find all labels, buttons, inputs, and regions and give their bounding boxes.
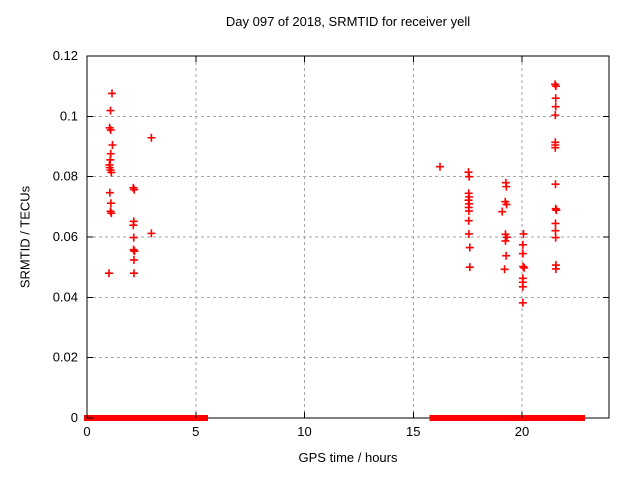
zero-value-marker-run (482, 415, 506, 421)
zero-value-marker-run (429, 415, 469, 421)
data-point-marker (551, 143, 560, 152)
data-point-marker (552, 206, 561, 215)
zero-value-marker-run (512, 415, 521, 421)
zero-value-marker-run (84, 415, 109, 421)
data-point-marker (464, 207, 473, 216)
data-point-marker (129, 255, 138, 264)
data-point-marker (551, 219, 560, 228)
x-axis-label: GPS time / hours (298, 450, 398, 465)
data-point-marker (551, 111, 560, 120)
data-point-marker (129, 233, 138, 242)
x-tick-label: 20 (515, 424, 529, 439)
data-point-marker (108, 140, 117, 149)
data-point-marker (107, 209, 116, 218)
data-point-marker (129, 245, 138, 254)
zero-value-marker-run (558, 415, 567, 421)
data-point-marker (129, 221, 138, 230)
y-tick-label: 0 (71, 410, 78, 425)
data-point-marker (502, 182, 511, 191)
y-tick-label: 0.08 (53, 169, 78, 184)
y-tick-label: 0.1 (60, 108, 78, 123)
data-point-marker (551, 82, 560, 91)
zero-value-marker-run (105, 415, 141, 421)
data-point-marker (106, 155, 115, 164)
data-point-marker (108, 89, 117, 98)
data-point-marker (551, 264, 560, 273)
data-point-marker (465, 243, 474, 252)
y-tick-label: 0.12 (53, 48, 78, 63)
data-point-marker (147, 133, 156, 142)
data-point-marker (519, 262, 528, 271)
zero-value-marker-run (195, 415, 208, 421)
data-point-marker (551, 180, 560, 189)
y-axis-label: SRMTID / TECUs (17, 185, 33, 289)
zero-value-marker-run (141, 415, 172, 421)
data-point-marker (130, 185, 139, 194)
zero-value-marker-run (577, 415, 586, 421)
data-point-marker (130, 247, 139, 256)
data-point-marker (502, 251, 511, 260)
x-tick-label: 5 (192, 424, 199, 439)
data-point-marker (519, 229, 528, 238)
data-point-marker (106, 199, 115, 208)
data-point-marker (501, 236, 510, 245)
data-point-marker (104, 269, 113, 278)
data-point-marker (518, 282, 527, 291)
y-tick-label: 0.06 (53, 229, 78, 244)
zero-value-marker-run (167, 415, 199, 421)
data-point-marker (147, 229, 156, 238)
data-point-marker (106, 125, 115, 134)
y-tick-label: 0.02 (53, 350, 78, 365)
zero-value-marker-run (569, 415, 581, 421)
y-tick-label: 0.04 (53, 289, 78, 304)
data-point-marker (518, 240, 527, 249)
data-point-marker (502, 200, 511, 209)
data-point-marker (436, 162, 445, 171)
data-point-marker (500, 265, 509, 274)
zero-value-marker-run (547, 415, 564, 421)
data-point-marker (502, 233, 511, 242)
zero-value-marker-run (465, 415, 487, 421)
data-point-marker (518, 298, 527, 307)
zero-value-marker-run (517, 415, 552, 421)
data-point-marker (551, 94, 560, 103)
data-point-marker (498, 207, 507, 216)
data-point-marker (107, 168, 116, 177)
x-tick-label: 10 (297, 424, 311, 439)
x-tick-label: 0 (83, 424, 90, 439)
data-point-marker (518, 249, 527, 258)
data-point-marker (551, 233, 560, 242)
data-point-marker (465, 172, 474, 181)
data-point-marker (551, 226, 560, 235)
data-point-marker (465, 263, 474, 272)
data-point-marker (520, 263, 529, 272)
data-point-marker (106, 207, 115, 216)
data-point-marker (106, 106, 115, 115)
data-point-marker (129, 269, 138, 278)
chart-title: Day 097 of 2018, SRMTID for receiver yel… (225, 14, 471, 29)
zero-value-marker-run (563, 415, 574, 421)
data-point-marker (129, 183, 138, 192)
data-point-marker (464, 216, 473, 225)
zero-value-marker-run (504, 415, 516, 421)
x-tick-label: 15 (406, 424, 420, 439)
data-point-marker (105, 188, 114, 197)
zero-value-marker-run (137, 415, 146, 421)
data-point-marker (464, 229, 473, 238)
data-point-marker (551, 102, 560, 111)
data-point-marker (551, 80, 560, 89)
